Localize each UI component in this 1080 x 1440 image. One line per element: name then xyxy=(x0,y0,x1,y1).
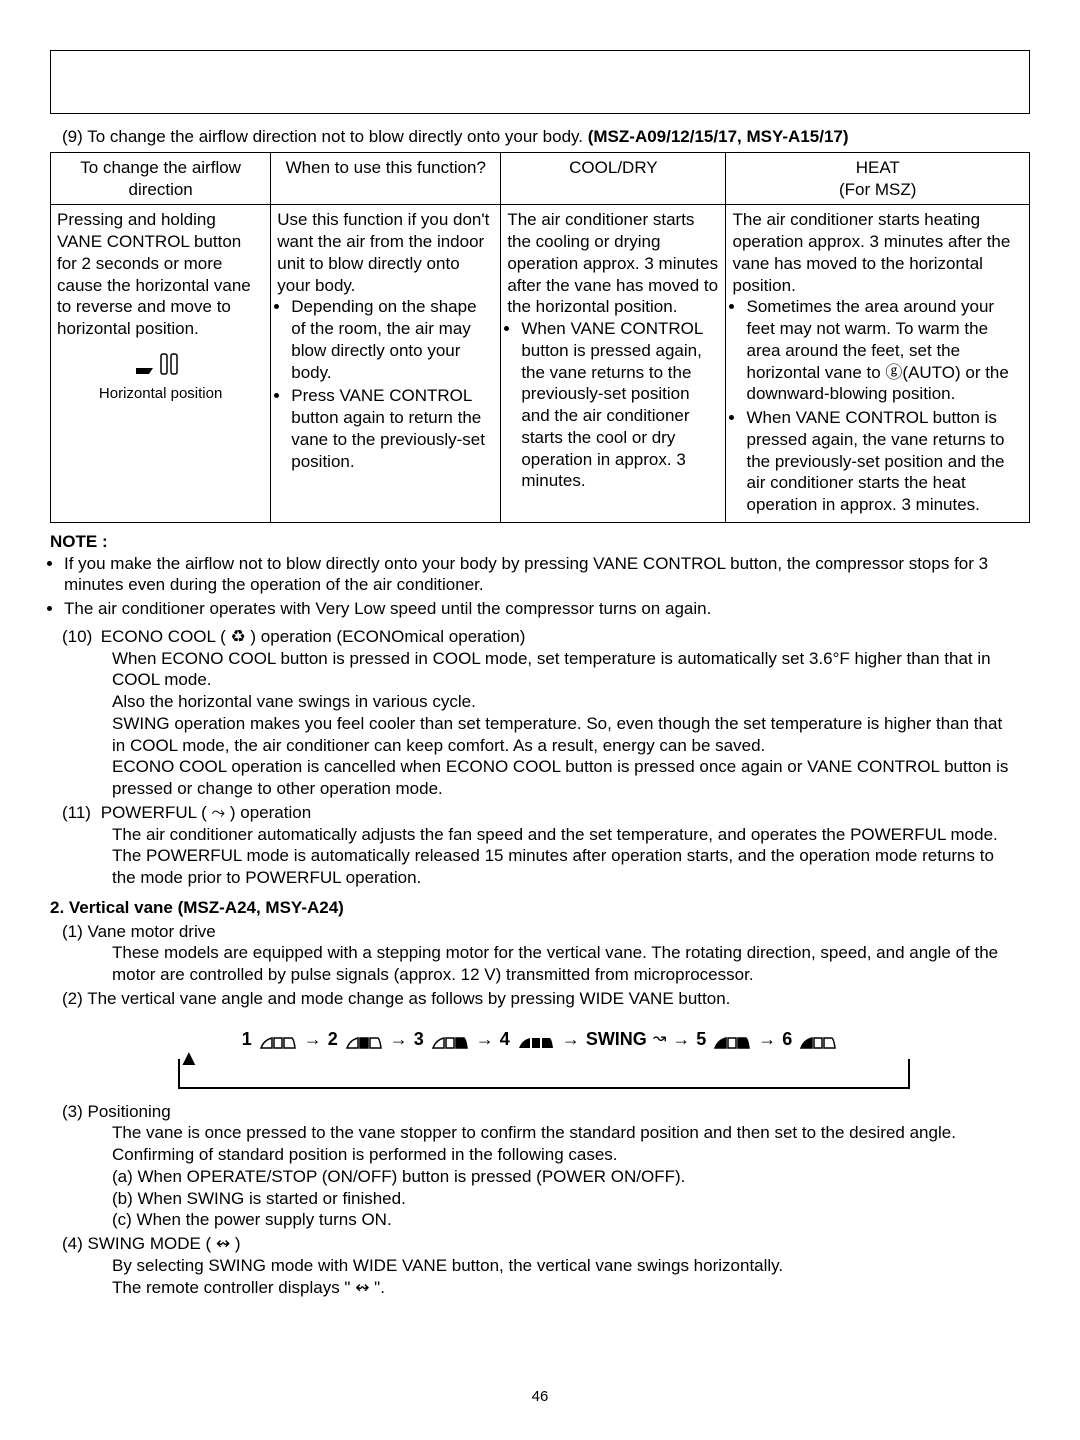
loop-arrow-up: ▲ xyxy=(178,1053,920,1063)
page-number: 46 xyxy=(0,1387,1080,1406)
seq-1: 1 xyxy=(242,1028,252,1051)
arrow-icon: → xyxy=(562,1028,580,1051)
vane-icon-3 xyxy=(430,1028,470,1050)
vane-icon-2 xyxy=(344,1028,384,1050)
seq-6: 6 xyxy=(782,1028,792,1051)
vane-sequence: 1 → 2 → 3 → 4 → SWING ↝ → 5 → 6 ▲ xyxy=(160,1028,920,1089)
arrow-icon: → xyxy=(672,1028,690,1051)
arrow-icon: → xyxy=(758,1028,776,1051)
vane-icon-1 xyxy=(258,1028,298,1050)
vane-icon-6 xyxy=(798,1028,838,1050)
vane-icon-4 xyxy=(516,1028,556,1050)
th-heat-sub: (For MSZ) xyxy=(839,180,916,199)
sec2-i2-title: (2) The vertical vane angle and mode cha… xyxy=(62,989,730,1008)
section-10: (10) ECONO COOL ( ♻ ) operation (ECONOmi… xyxy=(62,626,1030,800)
sec2-i1-title: (1) Vane motor drive xyxy=(62,922,216,941)
horizontal-position-label: Horizontal position xyxy=(57,384,264,403)
cell-cooldry-lead: The air conditioner starts the cooling o… xyxy=(507,209,719,318)
s10-p3: SWING operation makes you feel cooler th… xyxy=(112,713,1012,757)
cell-direction-text: Pressing and holding VANE CONTROL button… xyxy=(57,209,264,340)
arrow-icon: → xyxy=(476,1028,494,1051)
cell-heat-b1: Sometimes the area around your feet may … xyxy=(746,296,1023,405)
s10-p2: Also the horizontal vane swings in vario… xyxy=(112,691,1012,713)
sec2-i4-title: (4) SWING MODE ( ↭ ) xyxy=(62,1234,241,1253)
vane-table: To change the airflow direction When to … xyxy=(50,152,1030,523)
arrow-icon: → xyxy=(304,1028,322,1051)
cell-heat-b2: When VANE CONTROL button is pressed agai… xyxy=(746,407,1023,516)
sec2-i4-p1: By selecting SWING mode with WIDE VANE b… xyxy=(112,1255,1012,1277)
page-root: (9) To change the airflow direction not … xyxy=(0,0,1080,1298)
cell-when-b2: Press VANE CONTROL button again to retur… xyxy=(291,385,494,472)
intro-line: (9) To change the airflow direction not … xyxy=(62,126,1030,148)
sec2-item4: (4) SWING MODE ( ↭ ) By selecting SWING … xyxy=(62,1233,1030,1298)
horizontal-position-icon: Horizontal position xyxy=(57,348,264,403)
cell-when-lead: Use this function if you don't want the … xyxy=(277,209,494,296)
th-when: When to use this function? xyxy=(271,152,501,205)
arrow-icon: → xyxy=(390,1028,408,1051)
sec2-i3-p1: The vane is once pressed to the vane sto… xyxy=(112,1122,1012,1144)
s10-p4: ECONO COOL operation is cancelled when E… xyxy=(112,756,1012,800)
sec2-item1: (1) Vane motor drive These models are eq… xyxy=(62,921,1030,986)
th-cooldry: COOL/DRY xyxy=(501,152,726,205)
sec2-i1-body: These models are equipped with a steppin… xyxy=(112,942,1012,986)
cell-cooldry: The air conditioner starts the cooling o… xyxy=(501,205,726,523)
s10-title: ECONO COOL ( ♻ ) operation (ECONOmical o… xyxy=(101,627,526,646)
section-11: (11) POWERFUL ( ⤳ ) operation The air co… xyxy=(62,802,1030,889)
seq-swing: SWING xyxy=(586,1028,647,1051)
sec2-i3-title: (3) Positioning xyxy=(62,1102,171,1121)
th-direction: To change the airflow direction xyxy=(51,152,271,205)
sec2-i3-a: (a) When OPERATE/STOP (ON/OFF) button is… xyxy=(112,1166,1012,1188)
seq-2: 2 xyxy=(328,1028,338,1051)
s10-p1: When ECONO COOL button is pressed in COO… xyxy=(112,648,1012,692)
intro-text: (9) To change the airflow direction not … xyxy=(62,127,583,146)
intro-models: (MSZ-A09/12/15/17, MSY-A15/17) xyxy=(588,127,849,146)
th-heat: HEAT (For MSZ) xyxy=(726,152,1030,205)
cell-heat-lead: The air conditioner starts heating opera… xyxy=(732,209,1023,296)
note-heading: NOTE : xyxy=(50,531,1030,553)
sec2-item2: (2) The vertical vane angle and mode cha… xyxy=(62,988,1030,1010)
seq-3: 3 xyxy=(414,1028,424,1051)
sec2-i3-p2: Confirming of standard position is perfo… xyxy=(112,1144,1012,1166)
cell-when-b1: Depending on the shape of the room, the … xyxy=(291,296,494,383)
s11-num: (11) xyxy=(62,802,96,824)
seq-5: 5 xyxy=(696,1028,706,1051)
s10-num: (10) xyxy=(62,626,96,648)
vane-icon-5 xyxy=(712,1028,752,1050)
cell-direction: Pressing and holding VANE CONTROL button… xyxy=(51,205,271,523)
seq-4: 4 xyxy=(500,1028,510,1051)
cell-when: Use this function if you don't want the … xyxy=(271,205,501,523)
table-row: Pressing and holding VANE CONTROL button… xyxy=(51,205,1030,523)
table-header-row: To change the airflow direction When to … xyxy=(51,152,1030,205)
notes-list: If you make the airflow not to blow dire… xyxy=(50,553,1030,620)
cell-heat: The air conditioner starts heating opera… xyxy=(726,205,1030,523)
swing-icon: ↝ xyxy=(653,1029,666,1049)
note-2: The air conditioner operates with Very L… xyxy=(64,598,1030,620)
s11-title: POWERFUL ( ⤳ ) operation xyxy=(101,803,311,822)
section2-head: 2. Vertical vane (MSZ-A24, MSY-A24) xyxy=(50,897,1030,919)
sec2-i3-b: (b) When SWING is started or finished. xyxy=(112,1188,1012,1210)
th-heat-label: HEAT xyxy=(856,158,900,177)
cell-cooldry-b1: When VANE CONTROL button is pressed agai… xyxy=(521,318,719,492)
sec2-i3-c: (c) When the power supply turns ON. xyxy=(112,1209,1012,1231)
sec2-i4-p2: The remote controller displays " ↭ ". xyxy=(112,1277,1012,1299)
s11-p1: The air conditioner automatically adjust… xyxy=(112,824,1012,889)
sec2-item3: (3) Positioning The vane is once pressed… xyxy=(62,1101,1030,1232)
note-1: If you make the airflow not to blow dire… xyxy=(64,553,1030,597)
header-box xyxy=(50,50,1030,114)
loop-line xyxy=(178,1059,910,1089)
